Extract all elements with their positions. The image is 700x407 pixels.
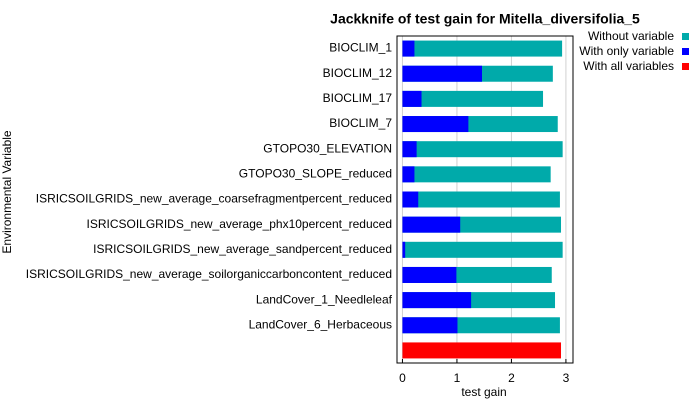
bar [402, 90, 422, 107]
bar [402, 292, 472, 309]
x-tick-label: 1 [454, 371, 461, 385]
bar [402, 166, 551, 183]
bar [402, 65, 483, 82]
legend-swatch [682, 63, 689, 70]
bar [402, 191, 419, 208]
x-tick-label: 0 [399, 371, 406, 385]
x-axis-label: test gain [461, 385, 506, 399]
x-tick-label: 3 [563, 371, 570, 385]
legend-swatch [682, 48, 689, 55]
bar [402, 116, 469, 133]
bar [402, 40, 415, 57]
y-tick-label: GTOPO30_ELEVATION [263, 141, 392, 155]
y-tick-label: BIOCLIM_17 [323, 91, 393, 105]
bar [402, 266, 457, 283]
y-tick-label: BIOCLIM_7 [329, 116, 392, 130]
y-tick-label: ISRICSOILGRIDS_new_average_phx10percent_… [86, 217, 392, 231]
bar [402, 40, 563, 57]
bar [402, 216, 461, 233]
bar [402, 241, 563, 258]
y-tick-label: BIOCLIM_1 [329, 41, 392, 55]
plot-frame [396, 35, 574, 364]
legend-swatch [682, 33, 689, 40]
y-tick-label: ISRICSOILGRIDS_new_average_sandpercent_r… [93, 242, 392, 256]
legend-label: With only variable [579, 44, 674, 58]
bar [402, 166, 415, 183]
bar [402, 141, 563, 158]
bar [402, 141, 417, 158]
y-tick-label: LandCover_6_Herbaceous [249, 317, 392, 331]
bar [402, 241, 406, 258]
bar [402, 90, 544, 107]
bar [402, 317, 458, 334]
bar [402, 191, 560, 208]
y-tick-label: ISRICSOILGRIDS_new_average_soilorganicca… [26, 267, 392, 281]
y-tick-label: GTOPO30_SLOPE_reduced [239, 167, 392, 181]
bar [402, 342, 562, 359]
y-axis-label: Environmental Variable [0, 130, 14, 254]
legend-label: With all variables [583, 59, 674, 73]
legend-label: Without variable [588, 29, 674, 43]
chart-title: Jackknife of test gain for Mitella_diver… [330, 11, 640, 27]
x-tick-label: 2 [508, 371, 515, 385]
y-tick-label: LandCover_1_Needleleaf [256, 292, 393, 306]
y-tick-label: BIOCLIM_12 [323, 66, 393, 80]
y-tick-label: ISRICSOILGRIDS_new_average_coarsefragmen… [36, 192, 392, 206]
